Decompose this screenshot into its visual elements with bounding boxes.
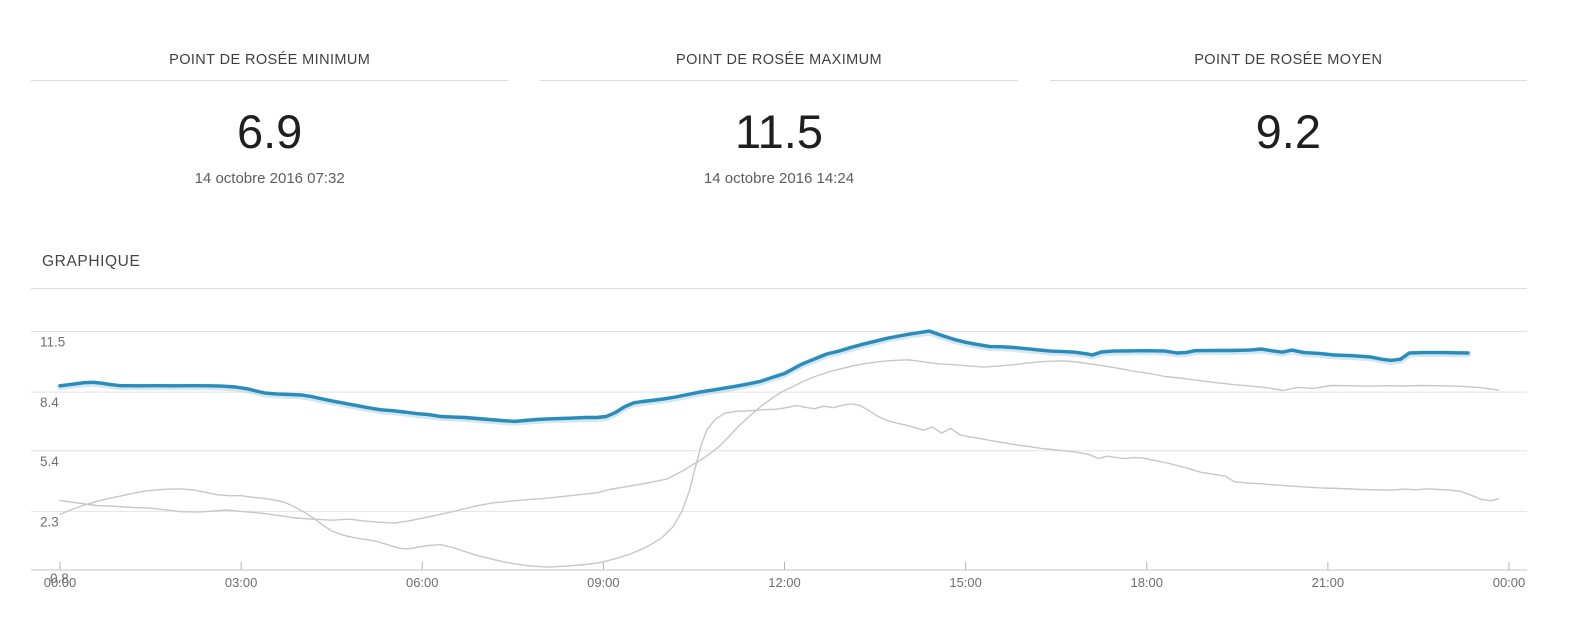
stat-value: 9.2 (1255, 105, 1321, 158)
y-tick-label: 8.4 (40, 395, 59, 410)
graph-section-divider (31, 288, 1527, 289)
x-tick-label: 15:00 (949, 575, 982, 590)
x-tick-label: 00:00 (44, 575, 77, 590)
stat-value: 11.5 (734, 105, 823, 158)
x-tick-label: 09:00 (587, 575, 620, 590)
graph-section-title: GRAPHIQUE (42, 253, 141, 270)
stat-divider (1049, 80, 1527, 81)
series-line-aux-series-1[interactable] (59, 403, 1500, 568)
x-tick-label: 06:00 (406, 575, 439, 590)
stat-card-dew-point-min: POINT DE ROSÉE MINIMUM 6.9 14 octobre 20… (31, 0, 509, 188)
stat-value: 6.9 (236, 105, 303, 158)
x-tick-label: 00:00 (1493, 575, 1526, 590)
y-axis-min-label: 0.8 (50, 571, 69, 586)
stat-divider (540, 80, 1018, 81)
stat-card-dew-point-max: POINT DE ROSÉE MAXIMUM 11.5 14 octobre 2… (540, 0, 1018, 188)
x-tick-label: 21:00 (1312, 575, 1345, 590)
series-line-point-de-rosee[interactable] (58, 329, 1470, 424)
x-tick-label: 03:00 (225, 575, 258, 590)
stat-date: 14 octobre 2016 14:24 (703, 170, 855, 187)
stat-card-dew-point-avg: POINT DE ROSÉE MOYEN 9.2 (1049, 0, 1527, 188)
y-tick-label: 11.5 (40, 335, 65, 350)
y-tick-label: 5.4 (40, 454, 59, 469)
series-line-aux-series-2[interactable] (59, 359, 1500, 524)
x-tick-label: 18:00 (1130, 575, 1163, 590)
stat-divider (31, 80, 509, 81)
stat-date: 14 octobre 2016 07:32 (194, 170, 345, 187)
y-tick-label: 2.3 (40, 514, 59, 529)
stats-row: POINT DE ROSÉE MINIMUM 6.9 14 octobre 20… (31, 0, 1527, 188)
stat-title: POINT DE ROSÉE MOYEN (1194, 52, 1383, 68)
stat-title: POINT DE ROSÉE MAXIMUM (676, 52, 882, 68)
x-tick-label: 12:00 (768, 575, 801, 590)
stat-title: POINT DE ROSÉE MINIMUM (169, 52, 371, 68)
